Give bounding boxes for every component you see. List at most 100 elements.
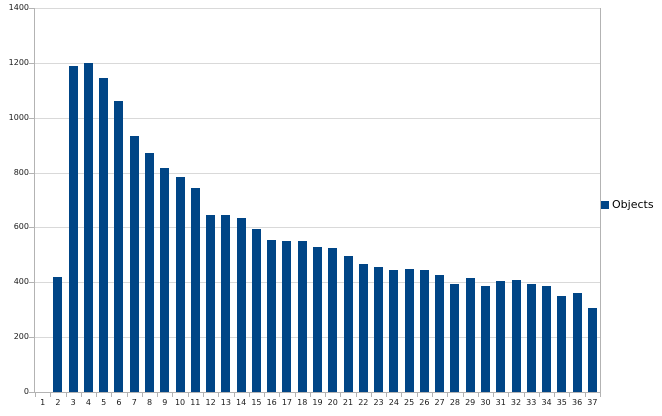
- bar: [221, 215, 231, 392]
- x-tick-label: 4: [85, 398, 91, 407]
- x-tick-label: 27: [434, 398, 445, 407]
- x-axis-tick: [157, 393, 159, 397]
- gridline: [35, 8, 600, 9]
- y-axis-tick: [29, 392, 34, 393]
- bar: [68, 65, 78, 392]
- x-axis-tick: [111, 393, 113, 397]
- bar: [251, 228, 261, 392]
- x-axis-tick: [554, 393, 556, 397]
- x-tick-label: 20: [327, 398, 338, 407]
- bar: [282, 241, 292, 392]
- y-tick-label: 200: [13, 332, 29, 342]
- bar: [419, 269, 429, 392]
- x-tick-label: 2: [55, 398, 61, 407]
- bar: [313, 246, 322, 392]
- bar: [236, 217, 246, 392]
- x-tick-label: 28: [449, 398, 461, 407]
- x-tick-label: 3: [70, 398, 76, 407]
- x-tick-label: 18: [297, 398, 308, 407]
- x-tick-label: 22: [358, 398, 369, 407]
- bar: [328, 248, 338, 392]
- y-tick-label: 600: [13, 222, 29, 232]
- y-axis-tick: [29, 282, 34, 284]
- x-tick-label: 14: [236, 398, 247, 407]
- x-tick-label: 33: [526, 398, 537, 407]
- y-tick-label: 0: [23, 387, 29, 396]
- x-axis-tick: [233, 393, 235, 397]
- x-tick-label: 16: [266, 398, 277, 407]
- x-tick-label: 29: [465, 398, 476, 407]
- bar: [129, 135, 139, 392]
- bar: [557, 296, 567, 392]
- x-axis-tick: [141, 393, 143, 397]
- x-tick-label: 23: [373, 398, 384, 407]
- y-axis-tick: [29, 227, 34, 229]
- x-axis-tick: [325, 393, 327, 397]
- y-axis-tick: [29, 117, 34, 119]
- bar: [358, 264, 368, 392]
- x-axis-tick: [416, 393, 418, 397]
- x-axis-tick: [447, 393, 449, 397]
- x-axis-tick: [187, 393, 189, 397]
- bar: [53, 276, 63, 392]
- x-tick-label: 26: [419, 398, 430, 407]
- x-tick-label: 15: [251, 398, 262, 407]
- bar: [435, 275, 445, 392]
- x-axis-tick: [432, 393, 434, 397]
- x-axis-tick: [370, 393, 372, 397]
- y-axis-tick: [29, 172, 34, 174]
- x-tick-label: 10: [174, 398, 186, 407]
- y-tick-label: 400: [13, 277, 29, 287]
- bar: [190, 187, 200, 392]
- bar: [389, 269, 399, 392]
- x-axis-tick: [96, 393, 98, 397]
- x-tick-label: 21: [342, 398, 354, 407]
- x-axis-tick: [508, 393, 510, 397]
- bar: [145, 153, 155, 392]
- x-axis-tick: [600, 393, 601, 397]
- bar: [404, 268, 414, 392]
- bar: [587, 308, 597, 392]
- legend-color-swatch: [601, 200, 609, 209]
- x-tick-label: 6: [116, 398, 122, 407]
- bar: [175, 176, 185, 392]
- x-axis-tick: [126, 393, 128, 397]
- bar: [465, 278, 475, 392]
- x-tick-label: 8: [146, 398, 153, 407]
- gridline: [35, 117, 600, 119]
- x-axis-tick: [401, 393, 403, 397]
- gridline: [35, 62, 600, 64]
- bar: [206, 215, 216, 392]
- x-axis-tick: [386, 393, 388, 397]
- y-axis-tick: [29, 337, 34, 339]
- bar: [297, 241, 307, 392]
- x-axis-tick: [462, 393, 464, 397]
- y-tick-label: 1200: [8, 57, 29, 67]
- x-axis-tick: [477, 393, 479, 397]
- x-tick-label: 17: [281, 398, 293, 407]
- bar: [374, 267, 384, 392]
- x-axis-tick: [294, 393, 296, 397]
- x-tick-label: 1: [40, 398, 46, 407]
- x-axis-tick: [538, 393, 540, 397]
- bar: [267, 239, 277, 392]
- x-axis-tick: [80, 393, 82, 397]
- x-axis-tick: [569, 393, 571, 397]
- x-axis-tick: [493, 393, 495, 397]
- bar: [114, 101, 124, 392]
- x-tick-label: 32: [510, 398, 522, 407]
- bar: [343, 256, 353, 392]
- y-tick-label: 800: [13, 167, 29, 177]
- x-axis-tick: [65, 393, 67, 397]
- bar: [511, 279, 521, 392]
- bar: [526, 283, 536, 392]
- bar: [496, 280, 506, 392]
- x-tick-label: 11: [190, 398, 201, 407]
- y-tick-label: 1000: [8, 112, 29, 122]
- x-axis-tick: [309, 393, 311, 397]
- x-tick-label: 37: [587, 398, 598, 407]
- x-tick-label: 5: [101, 398, 107, 407]
- bar: [160, 168, 170, 392]
- x-axis-tick: [264, 393, 266, 397]
